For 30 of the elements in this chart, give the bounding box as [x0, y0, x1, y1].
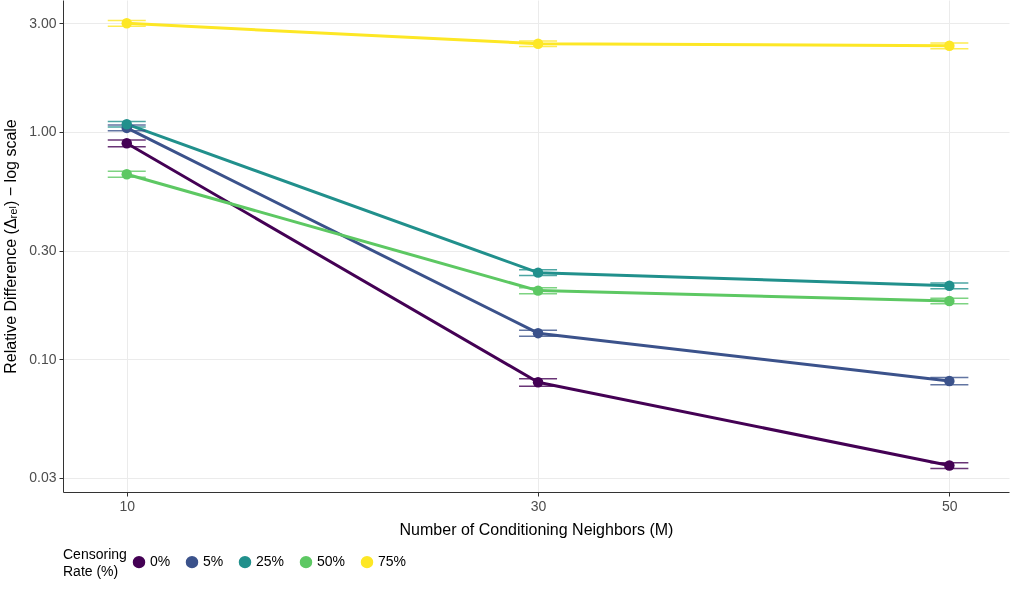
legend-label: 25%: [256, 553, 285, 570]
legend-label: 0%: [150, 553, 171, 570]
point: [944, 280, 955, 292]
legend-title: Censoring Rate (%): [63, 546, 127, 579]
y-tick-label: 0.10: [29, 350, 57, 367]
legend-label: 50%: [317, 553, 346, 570]
point: [121, 169, 132, 180]
y-tick-label: 1.00: [29, 123, 57, 140]
point: [944, 460, 955, 471]
y-axis-title: Relative Difference (Δᵣₑₗ) − log scale: [2, 119, 20, 374]
point: [121, 18, 132, 29]
point: [532, 267, 544, 278]
point: [121, 118, 132, 130]
legend-label: 75%: [378, 553, 407, 570]
y-tick-label: 3.00: [29, 14, 57, 31]
x-tick-label: 10: [119, 497, 136, 514]
point: [532, 377, 544, 388]
point: [944, 40, 955, 51]
x-tick-label: 30: [530, 497, 547, 514]
point: [532, 285, 544, 296]
point: [532, 38, 544, 49]
point: [532, 327, 544, 339]
y-tick-label: 0.30: [29, 242, 57, 259]
legend-label: 5%: [203, 553, 224, 570]
point: [944, 295, 955, 307]
x-tick-label: 50: [942, 497, 958, 514]
y-tick-label: 0.03: [29, 469, 57, 486]
point: [944, 375, 955, 387]
point: [121, 138, 132, 149]
x-axis-title: Number of Conditioning Neighbors (M): [399, 520, 674, 538]
